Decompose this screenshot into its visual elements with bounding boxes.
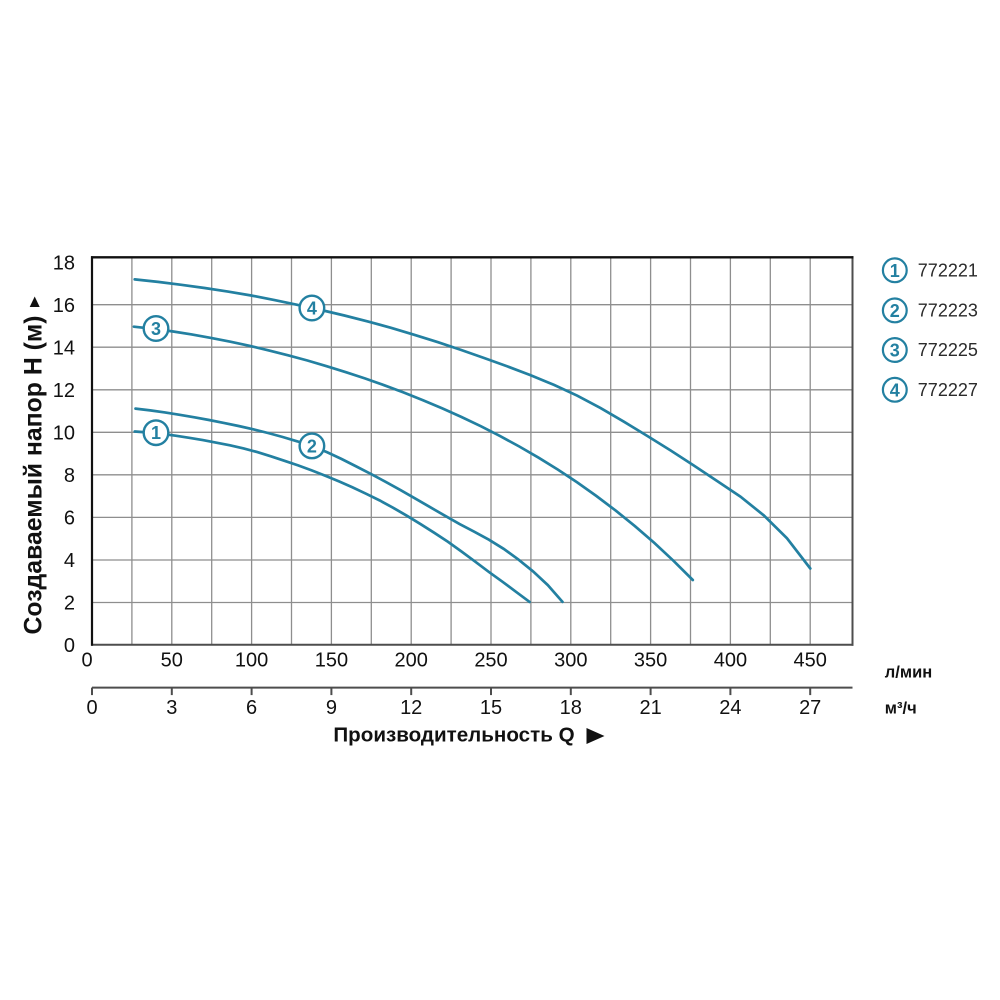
svg-text:м³/ч: м³/ч bbox=[885, 700, 917, 718]
svg-text:9: 9 bbox=[326, 697, 337, 719]
svg-text:250: 250 bbox=[474, 650, 507, 672]
svg-text:772227: 772227 bbox=[918, 380, 978, 400]
svg-text:4: 4 bbox=[307, 299, 317, 319]
svg-text:3: 3 bbox=[166, 697, 177, 719]
svg-text:4: 4 bbox=[64, 550, 75, 572]
svg-text:16: 16 bbox=[53, 295, 75, 317]
svg-text:350: 350 bbox=[634, 650, 667, 672]
svg-text:12: 12 bbox=[400, 697, 422, 719]
svg-text:л/мин: л/мин bbox=[885, 664, 932, 682]
svg-text:14: 14 bbox=[53, 337, 75, 359]
svg-text:0: 0 bbox=[81, 650, 92, 672]
svg-text:2: 2 bbox=[307, 436, 317, 456]
svg-text:200: 200 bbox=[395, 650, 428, 672]
svg-text:0: 0 bbox=[64, 635, 75, 657]
svg-text:21: 21 bbox=[639, 697, 661, 719]
svg-text:1: 1 bbox=[151, 423, 161, 443]
svg-text:772223: 772223 bbox=[918, 301, 978, 321]
svg-text:772225: 772225 bbox=[918, 340, 978, 360]
svg-text:50: 50 bbox=[161, 650, 183, 672]
svg-text:300: 300 bbox=[554, 650, 587, 672]
svg-text:12: 12 bbox=[53, 380, 75, 402]
svg-text:Производительность Q: Производительность Q bbox=[333, 724, 574, 747]
svg-text:18: 18 bbox=[560, 697, 582, 719]
svg-text:27: 27 bbox=[799, 697, 821, 719]
svg-text:Создаваемый напор H (м): Создаваемый напор H (м) bbox=[21, 316, 48, 635]
svg-text:1: 1 bbox=[890, 261, 900, 281]
svg-text:2: 2 bbox=[64, 593, 75, 615]
svg-text:0: 0 bbox=[86, 697, 97, 719]
svg-text:10: 10 bbox=[53, 423, 75, 445]
svg-text:3: 3 bbox=[890, 341, 900, 361]
svg-text:18: 18 bbox=[53, 253, 75, 275]
svg-text:100: 100 bbox=[235, 650, 268, 672]
svg-text:400: 400 bbox=[714, 650, 747, 672]
svg-text:2: 2 bbox=[890, 301, 900, 321]
svg-text:6: 6 bbox=[246, 697, 257, 719]
svg-text:4: 4 bbox=[890, 380, 900, 400]
svg-text:772221: 772221 bbox=[918, 261, 978, 281]
svg-text:450: 450 bbox=[794, 650, 827, 672]
svg-text:3: 3 bbox=[151, 319, 161, 339]
svg-text:150: 150 bbox=[315, 650, 348, 672]
svg-text:8: 8 bbox=[64, 465, 75, 487]
svg-text:15: 15 bbox=[480, 697, 502, 719]
svg-text:6: 6 bbox=[64, 508, 75, 530]
svg-text:24: 24 bbox=[719, 697, 741, 719]
